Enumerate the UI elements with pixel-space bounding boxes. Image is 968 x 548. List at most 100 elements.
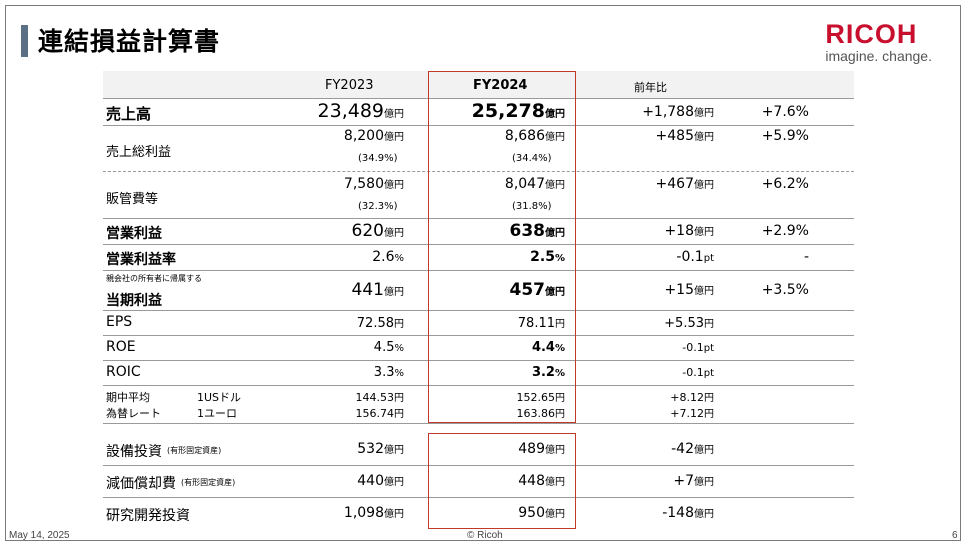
unit: 円 (394, 319, 404, 330)
table-row-roe: ROE 4.5% 4.4% -0.1pt (103, 335, 854, 361)
unit: % (554, 253, 565, 264)
fx-eur-label: 1ユーロ (197, 407, 237, 420)
value: +8.12 (670, 391, 704, 404)
header-yoy: 前年比 (634, 81, 667, 94)
value: 441 (351, 280, 384, 300)
value: 489 (518, 441, 545, 457)
gross-fy2024-ratio: (34.4%) (512, 153, 552, 164)
roe-diff: -0.1pt (682, 341, 714, 354)
row-label: ROIC (106, 364, 141, 380)
table-row-fx: 期中平均 為替レート 1USドル 1ユーロ 144.53円 156.74円 15… (103, 385, 854, 424)
op-pct: +2.9% (761, 223, 809, 239)
roic-diff: -0.1pt (682, 366, 714, 379)
sga-diff: +467億円 (656, 176, 714, 192)
fy2024-highlight-upper (428, 71, 576, 423)
gross-pct: +5.9% (761, 128, 809, 144)
roe-fy2024: 4.4% (532, 340, 565, 355)
header-fy2023: FY2023 (325, 78, 374, 93)
opr-fy2024: 2.5% (530, 249, 565, 265)
sga-pct: +6.2% (761, 176, 809, 192)
unit: 円 (704, 319, 714, 330)
eps-fy2023: 72.58円 (357, 315, 404, 331)
gross-fy2023: 8,200億円 (344, 128, 404, 144)
unit: 円 (704, 409, 714, 420)
value: 163.86 (516, 407, 556, 420)
ricoh-logo: RICOH imagine. change. (825, 20, 932, 64)
footer-date: May 14, 2025 (9, 530, 70, 541)
fx-label-2: 為替レート (106, 407, 161, 420)
unit: pt (703, 253, 714, 264)
value: 440 (357, 473, 384, 489)
unit: 億円 (545, 109, 565, 120)
op-diff: +18億円 (664, 223, 714, 239)
unit: 億円 (384, 477, 404, 488)
gross-diff: +485億円 (656, 128, 714, 144)
unit: 円 (394, 409, 404, 420)
sga-fy2023: 7,580億円 (344, 176, 404, 192)
value: +7.12 (670, 407, 704, 420)
unit: 億円 (545, 228, 565, 239)
unit: 億円 (545, 287, 565, 298)
sga-fy2023-ratio: (32.3%) (358, 201, 398, 212)
fx-label-1: 期中平均 (106, 391, 150, 404)
unit: % (394, 368, 404, 379)
rnd-diff: -148億円 (662, 505, 714, 521)
value: 620 (351, 221, 384, 241)
unit: % (394, 253, 404, 264)
value: +15 (664, 282, 694, 298)
net-fy2024: 457億円 (510, 280, 566, 300)
opr-fy2023: 2.6% (372, 249, 404, 265)
value: 25,278 (471, 100, 545, 122)
value: 448 (518, 473, 545, 489)
row-label: 売上高 (106, 105, 152, 123)
table-row-depreciation: 減価償却費 (有形固定資産) 440億円 448億円 +7億円 (103, 465, 854, 498)
rnd-fy2023: 1,098億円 (344, 505, 404, 521)
value: 8,047 (504, 176, 545, 192)
unit: 億円 (384, 228, 404, 239)
title-accent-bar (21, 25, 28, 57)
fx-eur-diff: +7.12円 (670, 405, 714, 420)
table-row-net-income: 親会社の所有者に帰属する 当期利益 441億円 457億円 +15億円 +3.5… (103, 270, 854, 311)
row-label: 当期利益 (106, 293, 162, 309)
value: 144.53 (355, 391, 395, 404)
unit: 億円 (545, 509, 565, 520)
value: +1,788 (642, 104, 694, 120)
sales-fy2023: 23,489億円 (318, 100, 404, 122)
value: 950 (518, 505, 545, 521)
unit: 億円 (694, 445, 714, 456)
row-label: ROE (106, 339, 136, 355)
value: -148 (662, 505, 694, 521)
opr-diff: -0.1pt (676, 249, 714, 265)
table-row-sales: 売上高 23,489億円 25,278億円 +1,788億円 +7.6% (103, 99, 854, 126)
unit: 億円 (545, 132, 565, 143)
logo-wordmark: RICOH (825, 19, 918, 49)
row-label: 販管費等 (106, 192, 159, 207)
table-row-operating-margin: 営業利益率 2.6% 2.5% -0.1pt - (103, 244, 854, 271)
sga-fy2024-ratio: (31.8%) (512, 201, 552, 212)
capex-diff: -42億円 (671, 441, 714, 457)
unit: 円 (555, 319, 565, 330)
row-label: 営業利益率 (106, 252, 176, 268)
value: -42 (671, 441, 694, 457)
value: 2.6 (372, 249, 395, 265)
value: -0.1 (676, 249, 704, 265)
unit: 億円 (384, 287, 404, 298)
net-pct: +3.5% (761, 282, 809, 298)
value: -0.1 (682, 366, 704, 379)
unit: % (554, 343, 565, 354)
value: 3.3 (373, 365, 395, 380)
eps-diff: +5.53円 (664, 315, 714, 331)
gross-fy2023-ratio: (34.9%) (358, 153, 398, 164)
unit: 億円 (384, 109, 404, 120)
value: 532 (357, 441, 384, 457)
table-row-operating-profit: 営業利益 620億円 638億円 +18億円 +2.9% (103, 218, 854, 245)
value: -0.1 (682, 341, 704, 354)
slide-frame (5, 5, 961, 541)
value: 8,686 (504, 128, 545, 144)
table-row-eps: EPS 72.58円 78.11円 +5.53円 (103, 310, 854, 336)
sga-fy2024: 8,047億円 (505, 176, 565, 192)
value: 3.2 (531, 365, 555, 380)
value: +7 (673, 473, 694, 489)
header-fy2024: FY2024 (473, 78, 528, 93)
unit: 億円 (694, 132, 714, 143)
